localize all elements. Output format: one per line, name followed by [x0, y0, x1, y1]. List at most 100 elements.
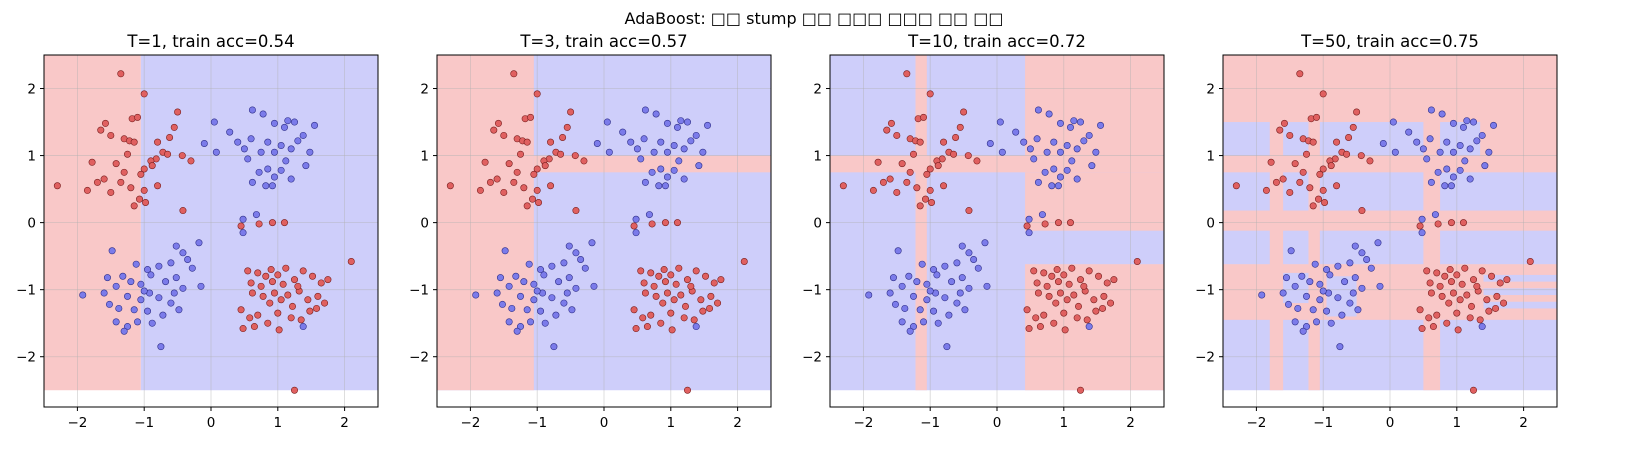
point-blue	[652, 110, 660, 118]
point-blue	[1258, 291, 1266, 299]
point-red	[97, 126, 105, 134]
point-blue	[1443, 165, 1451, 173]
x-tick-label: 2	[1519, 415, 1528, 431]
y-tick-label: −1	[16, 283, 36, 299]
point-blue	[530, 296, 538, 304]
point-red	[279, 280, 287, 288]
point-blue	[1470, 118, 1478, 126]
point-blue	[277, 142, 285, 150]
point-red	[1065, 280, 1073, 288]
point-red	[1434, 220, 1442, 228]
point-blue	[1034, 106, 1042, 114]
point-red	[262, 272, 270, 280]
point-blue	[108, 247, 116, 255]
point-blue	[865, 291, 873, 299]
point-red	[1333, 182, 1341, 190]
point-red	[324, 276, 332, 284]
point-red	[486, 178, 494, 186]
point-blue	[287, 175, 295, 183]
point-blue	[240, 145, 248, 153]
point-blue	[1334, 262, 1342, 270]
point-red	[1345, 133, 1353, 141]
point-blue	[923, 296, 931, 304]
point-blue	[1316, 296, 1324, 304]
x-tick-label: −2	[1246, 415, 1266, 431]
point-red	[661, 219, 669, 227]
point-red	[516, 150, 524, 158]
point-red	[247, 279, 255, 287]
point-blue	[537, 307, 545, 315]
point-red	[893, 131, 901, 139]
point-red	[1279, 175, 1287, 183]
point-red	[267, 266, 275, 274]
point-blue	[119, 272, 127, 280]
point-red	[1041, 220, 1049, 228]
point-red	[1349, 123, 1357, 131]
point-blue	[505, 282, 513, 290]
point-blue	[112, 318, 120, 326]
point-red	[179, 207, 187, 215]
point-red	[903, 70, 911, 78]
point-blue	[1025, 229, 1033, 237]
point-red	[1023, 306, 1031, 314]
point-red	[270, 289, 278, 297]
point-blue	[137, 296, 145, 304]
point-red	[1463, 291, 1471, 299]
point-red	[1343, 150, 1351, 158]
point-blue	[1334, 294, 1342, 302]
point-red	[299, 267, 307, 275]
point-blue	[259, 110, 267, 118]
point-blue	[262, 182, 270, 190]
point-blue	[1025, 215, 1033, 223]
point-blue	[909, 292, 917, 300]
y-tick-label: 0	[813, 216, 822, 232]
point-red	[1095, 272, 1103, 280]
point-blue	[1443, 138, 1451, 146]
point-red	[535, 199, 543, 207]
point-blue	[603, 118, 611, 126]
point-red	[142, 199, 150, 207]
point-red	[1054, 278, 1062, 286]
point-red	[940, 138, 948, 146]
point-red	[306, 307, 314, 315]
point-red	[1461, 264, 1469, 272]
point-blue	[663, 119, 671, 127]
point-red	[1483, 296, 1491, 304]
point-blue	[661, 182, 669, 190]
point-blue	[1038, 211, 1046, 219]
point-blue	[1351, 274, 1359, 282]
point-red	[547, 138, 555, 146]
point-blue	[144, 266, 152, 274]
point-red	[940, 182, 948, 190]
point-red	[136, 195, 144, 203]
point-blue	[226, 128, 234, 136]
point-red	[1493, 292, 1501, 300]
point-blue	[1070, 117, 1078, 125]
point-blue	[1063, 166, 1071, 174]
y-tick-label: 2	[1206, 82, 1215, 98]
point-red	[661, 278, 669, 286]
point-blue	[179, 284, 187, 292]
point-blue	[1376, 282, 1384, 290]
point-blue	[537, 266, 545, 274]
point-blue	[555, 278, 563, 286]
point-blue	[953, 259, 961, 267]
point-blue	[650, 148, 658, 156]
y-tick-label: 0	[27, 216, 36, 232]
point-blue	[1459, 123, 1467, 131]
point-blue	[1085, 323, 1093, 331]
point-red	[1473, 282, 1481, 290]
y-tick-label: −2	[409, 350, 429, 366]
point-blue	[956, 289, 964, 297]
point-blue	[516, 323, 524, 331]
point-red	[1090, 296, 1098, 304]
point-blue	[1418, 215, 1426, 223]
region-blue-11	[1483, 274, 1557, 282]
point-blue	[1431, 211, 1439, 219]
point-blue	[115, 304, 123, 312]
point-red	[513, 168, 521, 176]
x-tick-label: 1	[1060, 415, 1069, 431]
point-blue	[179, 249, 187, 257]
point-red	[1077, 276, 1085, 284]
point-blue	[1279, 289, 1287, 297]
